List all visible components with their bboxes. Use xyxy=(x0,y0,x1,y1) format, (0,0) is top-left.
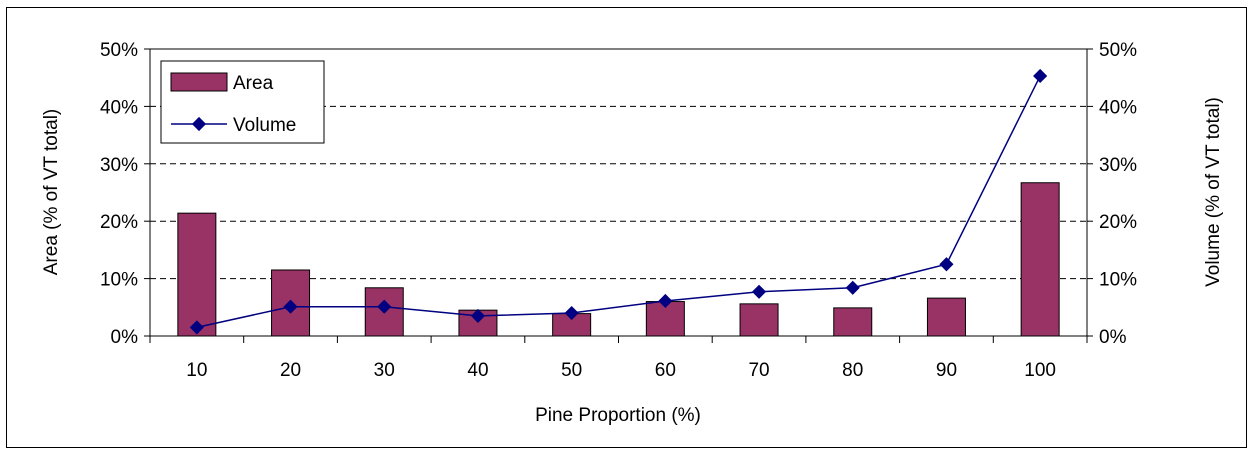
y-axis-left-title: Area (% of VT total) xyxy=(41,109,62,276)
y-tick-label-left: 40% xyxy=(100,97,138,118)
x-tick-label: 70 xyxy=(748,360,769,381)
point-volume-90 xyxy=(939,257,954,272)
x-tick-label: 80 xyxy=(842,360,863,381)
y-axis-left-ticks: 0% 10% 20% 30% 40% 50% xyxy=(100,40,150,348)
y-tick-label-right: 20% xyxy=(1099,212,1137,233)
point-volume-80 xyxy=(845,280,860,295)
y-tick-label-left: 20% xyxy=(100,212,138,233)
x-tick-label: 90 xyxy=(936,360,957,381)
y-axis-right-ticks: 0% 10% 20% 30% 40% 50% xyxy=(1087,40,1137,348)
point-volume-20 xyxy=(283,299,298,314)
x-tick-label: 50 xyxy=(561,360,582,381)
bar-series-area xyxy=(177,182,1060,337)
point-volume-50 xyxy=(564,305,579,321)
point-volume-70 xyxy=(751,284,767,299)
y-tick-label-right: 0% xyxy=(1099,327,1127,348)
point-volume-60 xyxy=(658,293,673,309)
bar-area-80 xyxy=(833,307,873,337)
gridlines xyxy=(150,48,1087,280)
volume-line xyxy=(196,75,1041,329)
x-tick-label: 30 xyxy=(374,360,395,381)
point-volume-30 xyxy=(377,299,392,314)
y-tick-label-left: 30% xyxy=(100,155,138,176)
x-tick-label: 40 xyxy=(467,360,488,381)
x-tick-label: 100 xyxy=(1024,360,1056,381)
bar-area-10 xyxy=(177,212,217,337)
y-tick-label-right: 50% xyxy=(1099,40,1137,61)
x-tick-label: 10 xyxy=(186,360,207,381)
legend-label-volume: Volume xyxy=(233,115,296,136)
x-tick-label: 60 xyxy=(655,360,676,381)
bar-area-60 xyxy=(645,301,685,337)
point-volume-40 xyxy=(470,308,486,323)
y-tick-label-left: 10% xyxy=(100,270,138,291)
point-volume-10 xyxy=(189,320,204,335)
y-tick-label-right: 30% xyxy=(1099,155,1137,176)
bar-area-70 xyxy=(739,303,779,337)
legend: Area Volume xyxy=(160,60,325,144)
y-tick-label-left: 0% xyxy=(111,327,139,348)
y-tick-label-left: 50% xyxy=(100,40,138,61)
legend-swatch-area xyxy=(170,72,228,92)
y-tick-label-right: 10% xyxy=(1099,270,1137,291)
x-axis-ticks: 10 20 30 40 50 60 70 80 90 100 xyxy=(149,336,1088,381)
bar-area-90 xyxy=(926,297,966,337)
x-axis-title: Pine Proportion (%) xyxy=(535,405,701,426)
point-volume-100 xyxy=(1033,68,1048,84)
line-series-volume xyxy=(189,68,1048,335)
y-tick-label-right: 40% xyxy=(1099,97,1137,118)
bar-area-100 xyxy=(1020,182,1060,337)
y-axis-right-title: Volume (% of VT total) xyxy=(1203,97,1224,287)
legend-label-area: Area xyxy=(233,73,274,94)
x-tick-label: 20 xyxy=(280,360,301,381)
